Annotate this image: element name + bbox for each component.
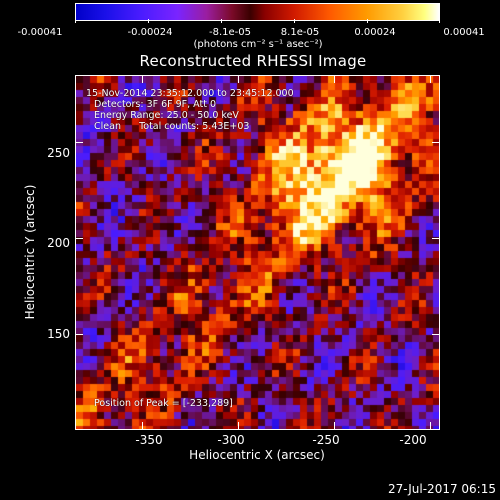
axis-tick-mark [75, 142, 83, 144]
axis-tick-mark [432, 334, 440, 336]
axis-tick-mark [75, 334, 83, 336]
colorbar-tick-label: -0.00024 [127, 27, 173, 38]
x-tick-label: -300 [217, 433, 245, 447]
axis-tick-mark [432, 238, 440, 240]
colorbar-tick-label: 0.00024 [354, 27, 396, 38]
colorbar-gradient [76, 4, 439, 20]
axis-tick-mark [430, 75, 432, 83]
colorbar-tick-mark [148, 19, 149, 23]
colorbar-tick-mark [367, 19, 368, 23]
axis-tick-mark [75, 238, 83, 240]
colorbar-tick-label: 0.00041 [443, 27, 485, 38]
detectors-annotation: Detectors: 3F 6F 9F, Att 0 [94, 99, 217, 110]
colorbar-tick-label: 8.1e-05 [280, 27, 320, 38]
heatmap-image [76, 76, 439, 429]
colorbar [75, 3, 440, 21]
x-axis-label: Heliocentric X (arcsec) [189, 448, 325, 462]
algorithm-annotation: Clean Total counts: 5.43E+03 [94, 121, 250, 132]
time-range-annotation: 15-Nov-2014 23:35:12.000 to 23:45:12.000 [86, 88, 294, 99]
colorbar-tick-label: -8.1e-05 [209, 27, 251, 38]
axis-tick-mark [334, 422, 336, 430]
x-tick-label: -350 [135, 433, 163, 447]
plot-area: 15-Nov-2014 23:35:12.000 to 23:45:12.000… [75, 75, 440, 430]
colorbar-tick-mark [439, 19, 440, 23]
axis-tick-mark [142, 422, 144, 430]
axis-tick-mark [142, 75, 144, 83]
axis-tick-mark [432, 142, 440, 144]
plot-timestamp: 27-Jul-2017 06:15 [387, 482, 496, 496]
y-tick-label: 200 [47, 236, 70, 250]
axis-tick-mark [238, 422, 240, 430]
x-tick-label: -250 [312, 433, 340, 447]
axis-tick-mark [238, 75, 240, 83]
y-axis-label: Heliocentric Y (arcsec) [23, 184, 37, 320]
x-tick-label: -200 [399, 433, 427, 447]
energy-range-annotation: Energy Range: 25.0 - 50.0 keV [94, 110, 239, 121]
axis-tick-mark [430, 422, 432, 430]
colorbar-tick-label: -0.00041 [17, 27, 63, 38]
chart-title: Reconstructed RHESSI Image [139, 52, 367, 70]
colorbar-tick-mark [294, 19, 295, 23]
y-tick-label: 150 [47, 327, 70, 341]
peak-position-annotation: Position of Peak = [-233,289] [94, 398, 233, 409]
colorbar-tick-mark [75, 19, 76, 23]
colorbar-tick-mark [221, 19, 222, 23]
y-tick-label: 250 [47, 146, 70, 160]
colorbar-units-label: (photons cm⁻² s⁻¹ asec⁻²) [193, 39, 323, 50]
axis-tick-mark [334, 75, 336, 83]
